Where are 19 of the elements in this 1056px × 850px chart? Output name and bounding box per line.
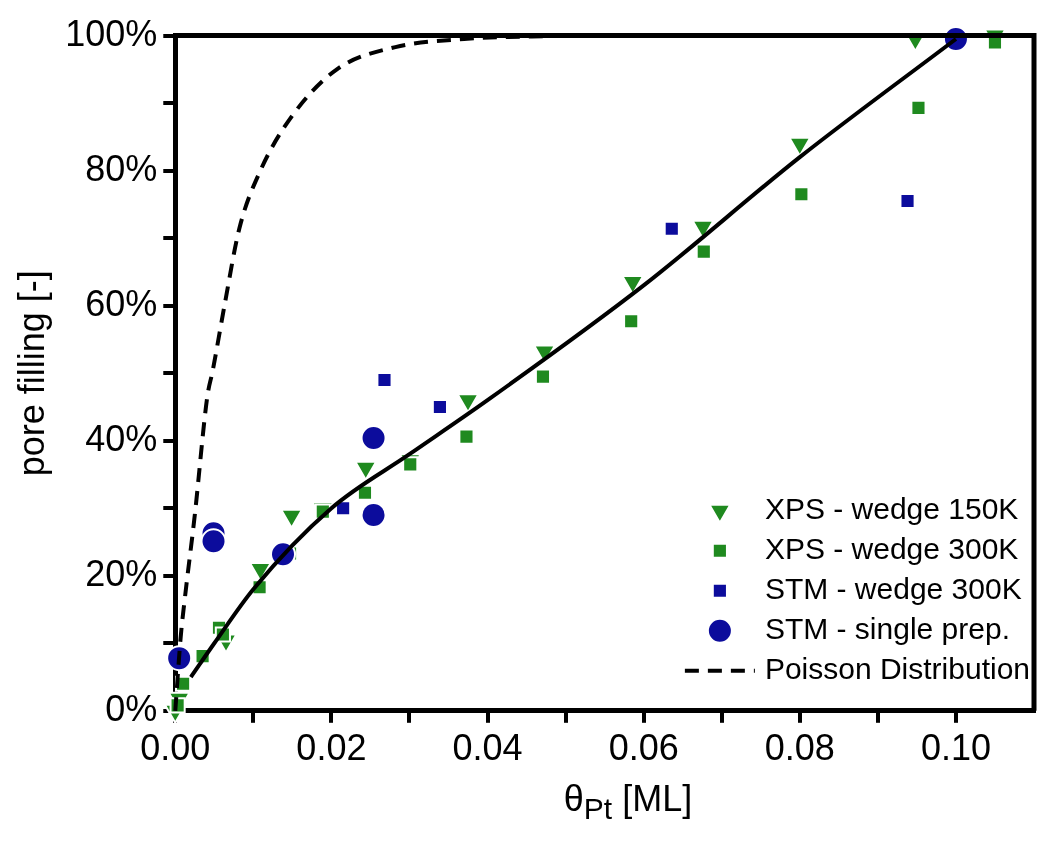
y-axis-title: pore filling [-]: [10, 270, 52, 477]
y-tick-label: 0%: [105, 687, 158, 729]
legend-label: XPS - wedge 150K: [764, 492, 1019, 526]
x-tick-label: 0.08: [764, 727, 835, 769]
x-axis-title: θ$_{Pt}$ [ML]: [562, 778, 694, 827]
legend-label: STM - single prep.: [764, 612, 1010, 646]
legend-label: STM - wedge 300K: [764, 572, 1022, 606]
x-tick-label: 0.04: [452, 727, 523, 769]
legend-label: Poisson Distribution: [764, 652, 1030, 686]
y-tick-label: 100%: [65, 12, 158, 54]
x-tick-label: 0.10: [920, 727, 991, 769]
x-tick-label: 0.02: [296, 727, 367, 769]
x-tick-label: 0.06: [608, 727, 679, 769]
x-tick-label: 0.00: [140, 727, 211, 769]
y-tick-label: 20%: [85, 552, 158, 594]
y-tick-label: 80%: [85, 147, 158, 189]
y-tick-label: 60%: [85, 282, 158, 324]
legend-label: XPS - wedge 300K: [764, 532, 1019, 566]
y-tick-label: 40%: [85, 417, 158, 459]
